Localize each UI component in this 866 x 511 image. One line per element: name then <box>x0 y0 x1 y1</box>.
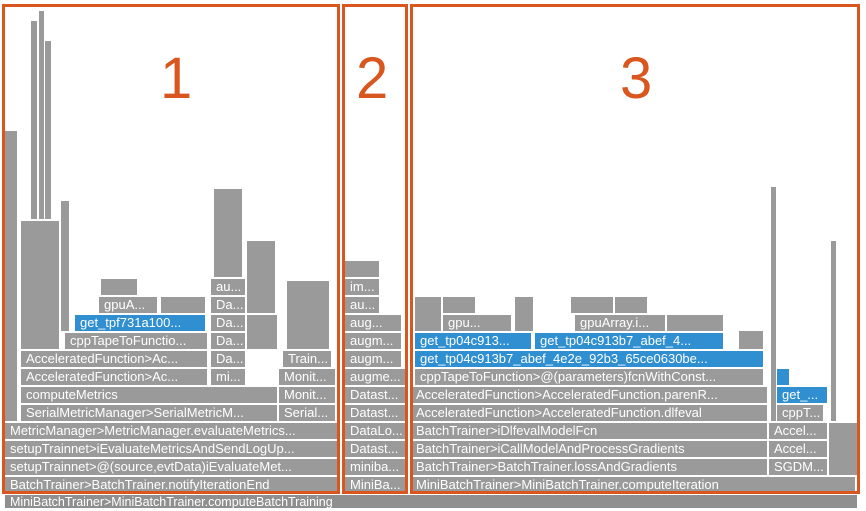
region-2-label: 2 <box>356 46 389 111</box>
frame-small[interactable] <box>160 296 206 314</box>
frame[interactable]: BatchTrainer>BatchTrainer.notifyIteratio… <box>4 476 340 494</box>
frame-small[interactable] <box>30 20 38 220</box>
region-3-label: 3 <box>620 46 653 111</box>
frame[interactable]: BatchTrainer>BatchTrainer.lossAndGradien… <box>410 458 768 476</box>
frame[interactable]: AcceleratedFunction>Ac... <box>20 368 208 386</box>
frame-small[interactable] <box>4 130 18 422</box>
frame[interactable]: au... <box>210 278 246 296</box>
frame[interactable]: Monit... <box>278 386 336 404</box>
frame-small[interactable] <box>213 188 243 278</box>
frame-highlight[interactable]: get_tpf731a100... <box>74 314 206 332</box>
frame[interactable]: Da... <box>210 314 246 332</box>
frame-small[interactable] <box>770 186 777 422</box>
frame[interactable]: setupTrainnet>@(source,evtData)iEvaluate… <box>4 458 340 476</box>
frame-small[interactable] <box>100 278 138 296</box>
frame-small[interactable] <box>666 314 724 332</box>
frame[interactable]: Datast... <box>344 440 408 458</box>
frame-small[interactable] <box>514 296 534 332</box>
frame[interactable]: gpu... <box>442 314 512 332</box>
frame-small[interactable] <box>344 260 380 278</box>
frame-small[interactable] <box>830 240 837 422</box>
frame-small[interactable] <box>442 296 476 314</box>
frame[interactable]: BatchTrainer>iDlfevalModelFcn <box>410 422 768 440</box>
frame[interactable]: augm... <box>344 332 402 350</box>
frame[interactable]: Monit... <box>278 368 336 386</box>
frame[interactable]: miniba... <box>344 458 408 476</box>
frame-small[interactable] <box>614 296 648 314</box>
frame-small[interactable] <box>738 330 764 350</box>
frame[interactable]: MiniBatchTrainer>MiniBatchTrainer.comput… <box>410 476 856 494</box>
frame[interactable]: Da... <box>210 296 246 314</box>
frame-small[interactable] <box>44 40 52 220</box>
frame[interactable]: Datast... <box>344 404 408 422</box>
frame[interactable]: Da... <box>210 332 246 350</box>
frame[interactable]: AcceleratedFunction>AcceleratedFunction.… <box>410 386 768 404</box>
frame[interactable]: computeMetrics <box>20 386 278 404</box>
frame[interactable]: gpuArray.i... <box>574 314 666 332</box>
frame[interactable]: Accel... <box>768 422 828 440</box>
frame-highlight[interactable]: get_tp04c913... <box>414 332 532 350</box>
frame-root[interactable]: MiniBatchTrainer>MiniBatchTrainer.comput… <box>4 494 858 509</box>
frame-small[interactable] <box>776 368 790 386</box>
frame[interactable]: BatchTrainer>iCallModelAndProcessGradien… <box>410 440 768 458</box>
frame[interactable]: MetricManager>MetricManager.evaluateMetr… <box>4 422 340 440</box>
frame[interactable]: Serial... <box>278 404 336 422</box>
frame[interactable]: SGDM... <box>768 458 828 476</box>
frame-small[interactable] <box>286 280 330 350</box>
frame-small[interactable] <box>828 422 858 476</box>
frame[interactable]: im... <box>344 278 380 296</box>
frame[interactable]: cppTapeToFunctio... <box>64 332 208 350</box>
frame-highlight[interactable]: get_tp04c913b7_abef_4... <box>534 332 724 350</box>
frame-small[interactable] <box>20 220 60 350</box>
frame-small[interactable] <box>570 296 614 314</box>
frame-small[interactable] <box>246 314 278 350</box>
frame[interactable]: MiniBa... <box>344 476 408 494</box>
frame-small[interactable] <box>60 200 70 332</box>
frame[interactable]: Da... <box>210 350 246 368</box>
frame-highlight[interactable]: get_... <box>776 386 828 404</box>
frame[interactable]: aug... <box>344 314 402 332</box>
frame[interactable]: augme... <box>344 368 408 386</box>
frame[interactable]: setupTrainnet>iEvaluateMetricsAndSendLog… <box>4 440 340 458</box>
frame[interactable]: cppT... <box>776 404 824 422</box>
frame-small[interactable] <box>414 296 442 332</box>
frame[interactable]: gpuA... <box>98 296 158 314</box>
frame-highlight[interactable]: get_tp04c913b7_abef_4e2e_92b3_65ce0630be… <box>414 350 764 368</box>
region-1-label: 1 <box>160 46 193 111</box>
frame[interactable]: Train... <box>282 350 332 368</box>
frame[interactable]: au... <box>344 296 380 314</box>
frame[interactable]: cppTapeToFunction>@(parameters)fcnWithCo… <box>414 368 764 386</box>
frame[interactable]: DataLo... <box>344 422 408 440</box>
frame[interactable]: mi... <box>210 368 246 386</box>
frame[interactable]: AcceleratedFunction>AcceleratedFunction.… <box>410 404 768 422</box>
frame[interactable]: AcceleratedFunction>Ac... <box>20 350 208 368</box>
frame[interactable]: Accel... <box>768 440 828 458</box>
frame[interactable]: Datast... <box>344 386 408 404</box>
frame[interactable]: SerialMetricManager>SerialMetricM... <box>20 404 278 422</box>
frame[interactable]: augm... <box>344 350 402 368</box>
frame-small[interactable] <box>246 240 276 314</box>
